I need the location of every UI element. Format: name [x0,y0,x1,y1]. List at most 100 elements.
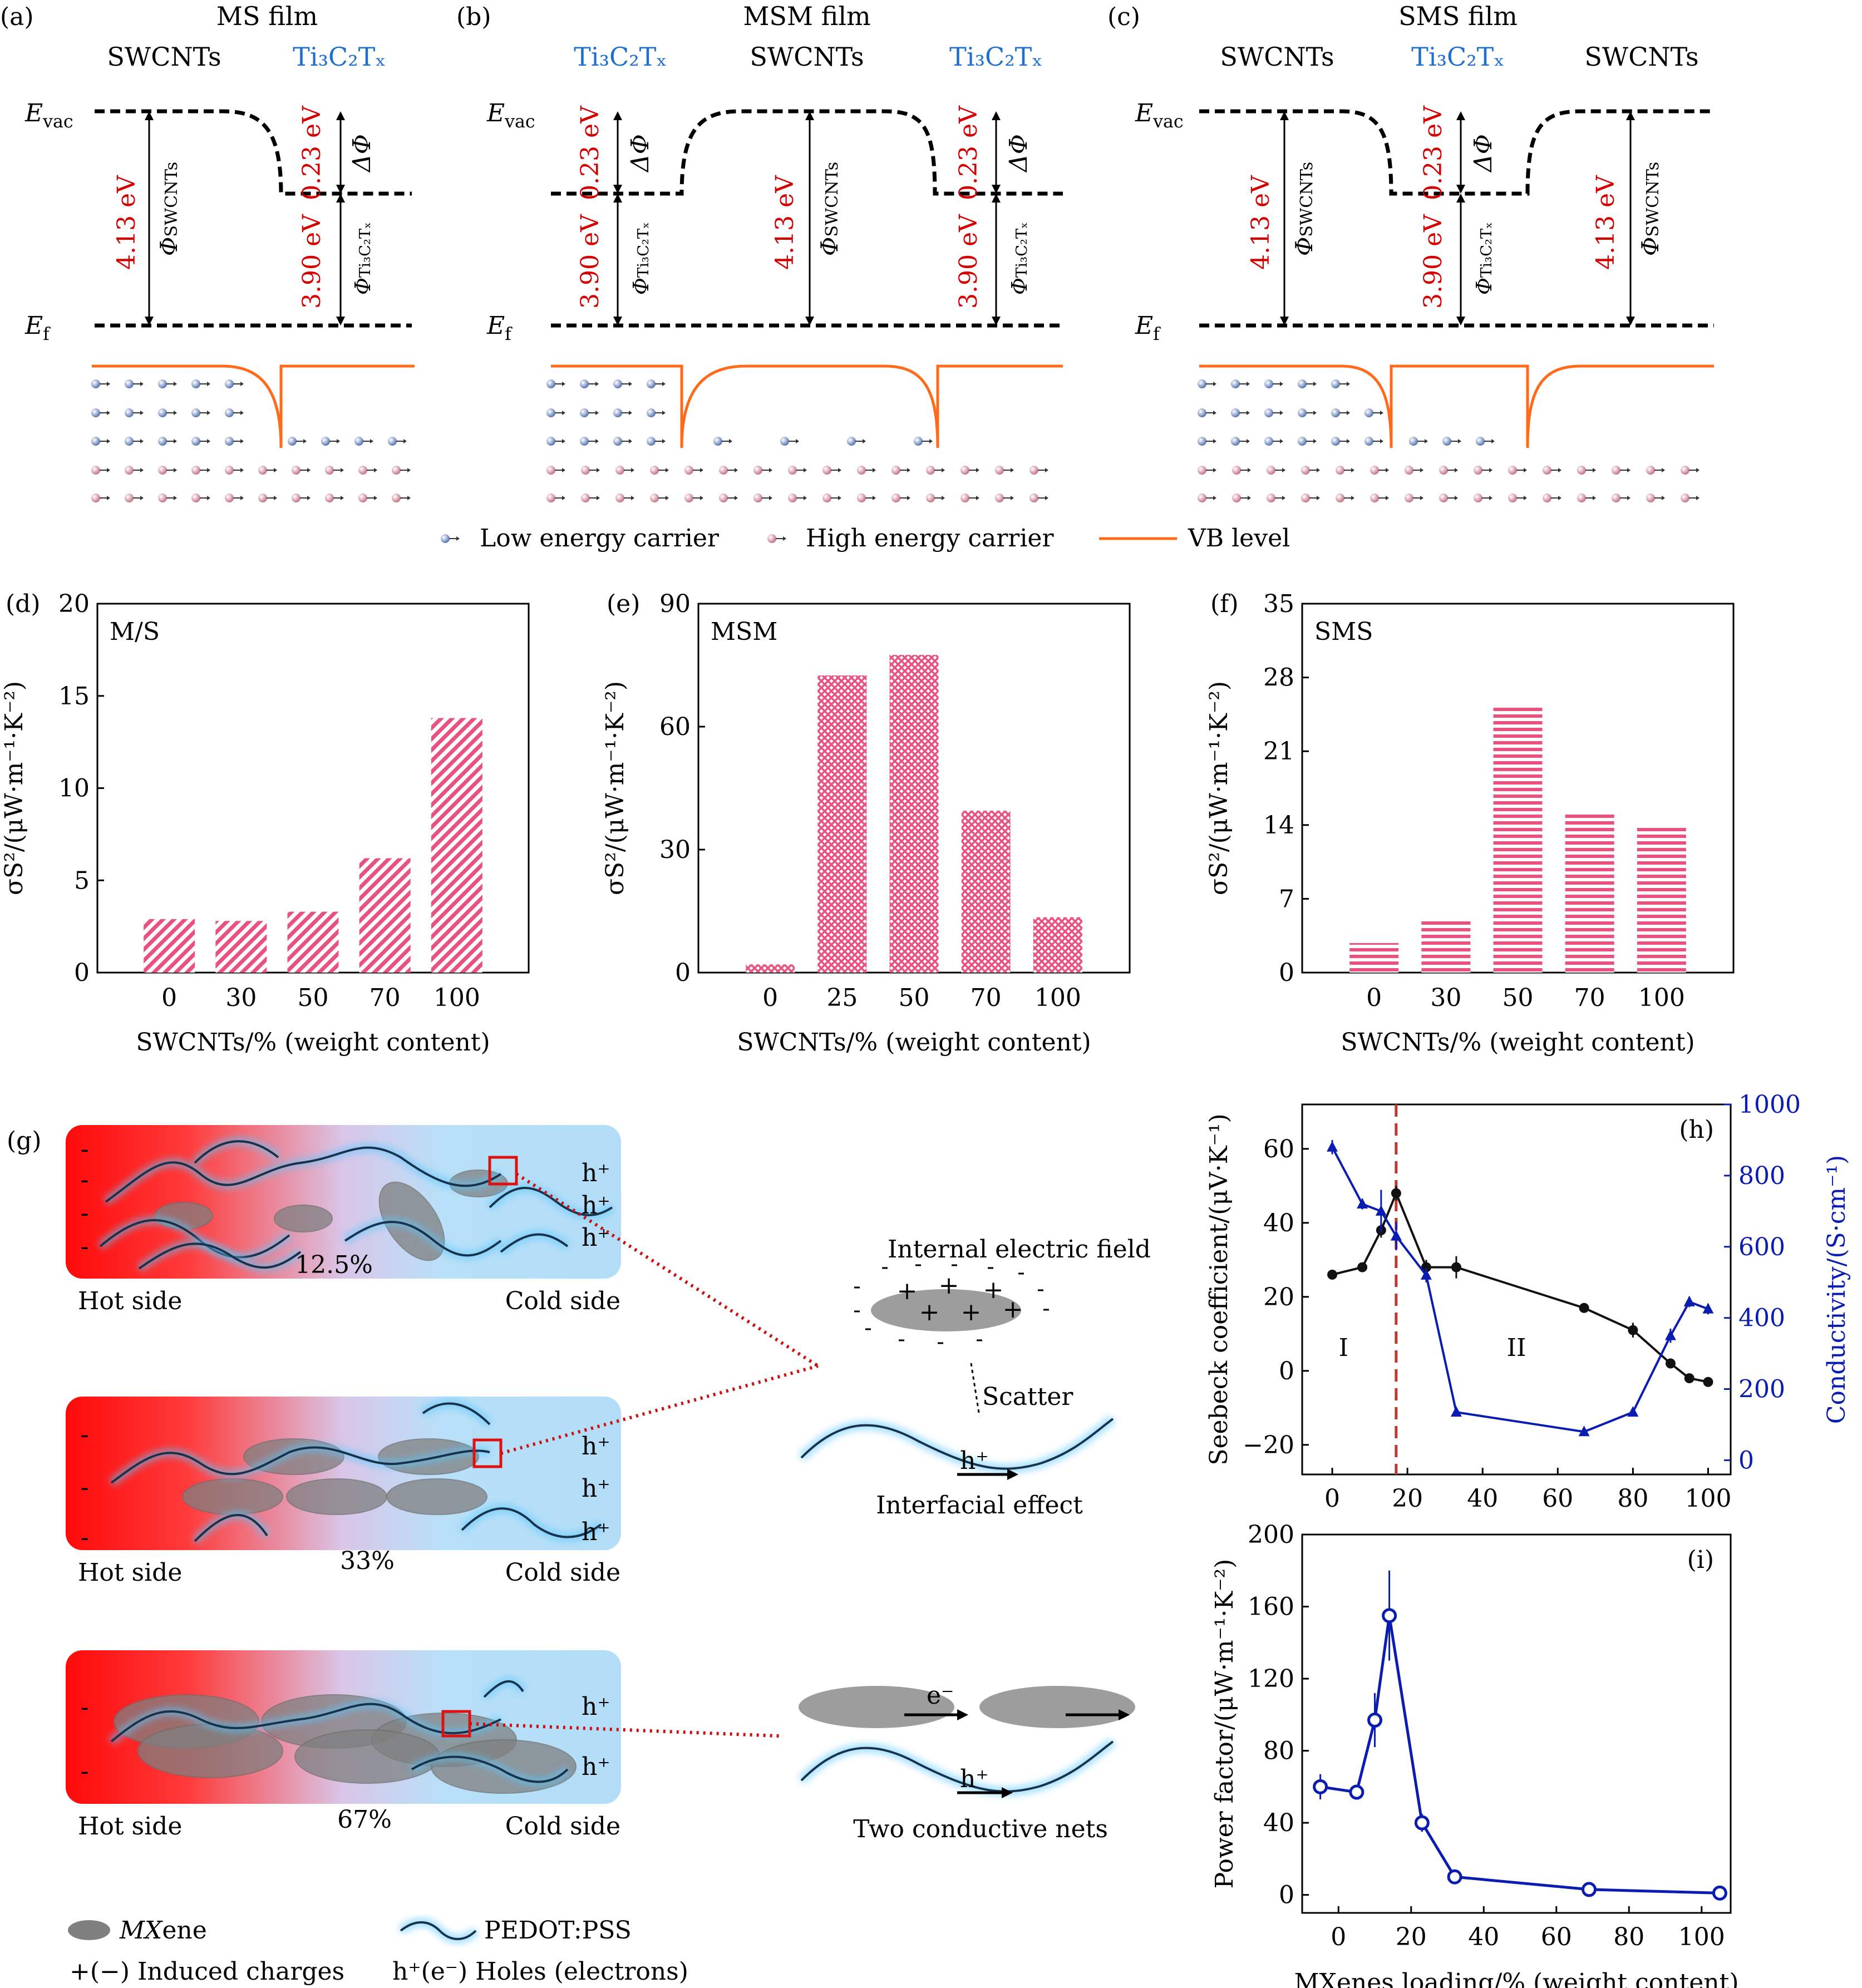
phi-label: ΦSWCNTs [1637,162,1664,256]
zoom-line [500,1364,819,1455]
power-factor-point [1382,1608,1397,1624]
x-tick-label: 70 [971,984,1002,1012]
high-energy-carrier [891,466,900,475]
power-factor-point [1414,1815,1430,1831]
low-energy-carrier [91,408,100,417]
x-tick-label: 80 [1613,1923,1644,1951]
low-energy-carrier [1198,437,1206,446]
carrier-head [1213,382,1216,386]
work-function-arrow-head-top [613,194,622,203]
hole-label: h⁺ [582,1693,610,1721]
high-energy-carrier [767,534,776,543]
pedot-chain [105,1146,502,1203]
low-energy-carrier [1231,379,1240,388]
power-factor-point [1712,1885,1727,1901]
carrier-head [274,468,277,472]
carrier-head [240,468,244,472]
x-tick-label: 0 [1331,1923,1346,1951]
work-function-arrow-head-top [992,194,1001,203]
carrier-head [562,496,565,500]
pedot-chain-glow [798,1738,1116,1796]
phi-label: ΦSWCNTs [155,162,183,256]
mxene-flake [386,1478,487,1515]
induced-charge: - [81,1473,89,1502]
induced-charge: - [81,1523,89,1552]
carrier-head [629,411,632,415]
low-energy-carrier [288,437,297,446]
high-energy-carrier [91,466,100,475]
low-energy-carrier [191,408,200,417]
carrier-head [562,411,565,415]
evac-level [551,109,1063,196]
high-energy-carrier [1198,466,1206,475]
high-energy-carrier [788,466,797,475]
bar [431,718,482,973]
bar-chart-f: (f) SMS 0 7 14 21 28 35 0 30 50 70 100 SWCNTs/% (weig… [1205,590,1735,1057]
conductivity-point [1327,1141,1338,1152]
high-energy-carrier [358,466,367,475]
carrier-head [1662,496,1665,500]
hole-arrow-head [1007,1469,1018,1480]
hole-label: h⁺ [582,1474,610,1503]
scatter-label: Scatter [982,1383,1073,1411]
low-energy-carrier [1231,437,1240,446]
high-energy-carrier [392,466,401,475]
high-energy-carrier [1577,494,1586,502]
negative-charge: - [950,1251,958,1277]
carrier-head [107,468,110,472]
work-function-arrow-head-bottom [336,317,345,325]
hot-side-label: Hot side [78,1558,182,1587]
carrier-head [1248,468,1251,472]
y-tick-label: 10 [58,775,90,803]
high-energy-carrier [292,466,301,475]
y-tick-label: 60 [659,713,691,741]
carrier-head [1213,468,1216,472]
energy-value: 3.90 eV [298,214,326,309]
carrier-head [274,496,277,500]
y-axis-label: σS²/(μW·m⁻¹·K⁻²) [0,681,28,895]
mxene-flake [286,1478,387,1515]
panel-letter: (b) [456,3,491,31]
low-energy-carrier [225,379,234,388]
hot-side-label: Hot side [78,1287,182,1315]
pedot-chain [344,1221,502,1257]
high-energy-carrier [1370,494,1379,502]
x-tick-label: 0 [762,984,778,1012]
carrier-head [1351,496,1354,500]
x-tick-label: 30 [1430,984,1461,1012]
carrier-head [1248,496,1251,500]
panel-g-legend: MXene PEDOT:PSS +(−) Induced charges h⁺(e⁻)… [68,1916,688,1986]
work-function-arrow-head-top [1626,111,1635,120]
carrier-head [804,496,807,500]
carrier-head [1491,439,1495,443]
hole-label: h⁺ [960,1447,989,1475]
y-tick-label: 0 [74,959,90,987]
power-factor-point [1349,1784,1365,1800]
induced-charge: - [81,1166,89,1194]
pedot-chain [411,1755,569,1783]
panel-letter: (h) [1679,1116,1714,1144]
high-energy-carrier [684,466,693,475]
low-energy-carrier [1264,379,1273,388]
induced-charge: - [81,1135,89,1163]
x-axis-label: SWCNTs/% (weight content) [1341,1028,1694,1057]
carrier-head [1593,468,1596,472]
high-energy-carrier [158,466,167,475]
material-label: Ti₃C₂Tₓ [574,42,667,72]
inset-label: MSM [711,618,777,646]
legend-high-energy: High energy carrier [806,524,1054,553]
mxene-legend-label: MXene [119,1916,207,1945]
power-factor-point [1582,1882,1597,1897]
carrier-head [873,468,876,472]
seebeck-point [1421,1262,1431,1272]
hot-side-label: Hot side [78,1812,182,1841]
energy-value: 0.23 eV [298,105,326,200]
delta-phi-label: ΔΦ [1469,134,1498,173]
low-energy-carrier [1264,437,1273,446]
low-energy-carrier [546,379,555,388]
energy-value: 4.13 eV [112,175,141,270]
low-energy-carrier [914,437,923,446]
low-energy-carrier [613,379,622,388]
electron-arrow-head [1119,1709,1130,1720]
